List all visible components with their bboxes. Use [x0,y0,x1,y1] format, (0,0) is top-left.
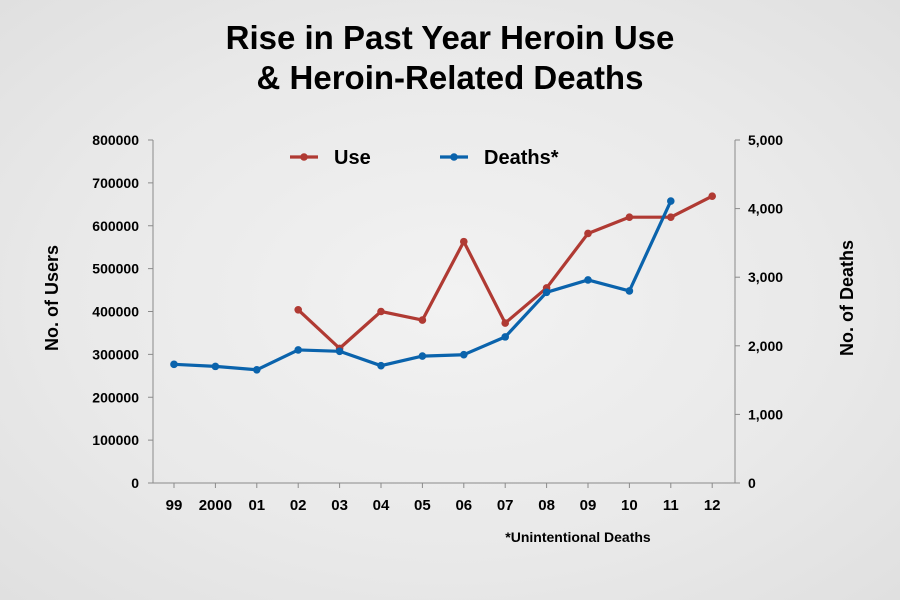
data-point-deaths [294,346,303,354]
legend-label-deaths: Deaths* [484,147,559,169]
x-tick-label: 99 [166,497,183,514]
data-point-deaths [170,360,178,369]
y2-tick-label: 3,000 [748,269,783,285]
y2-tick-label: 4,000 [748,201,783,217]
chart-title-line2: & Heroin-Related Deaths [256,59,644,96]
x-tick-label: 10 [621,497,638,514]
data-point-use [625,213,634,221]
data-point-deaths [542,288,551,297]
legend: Use Deaths* [290,147,559,169]
data-point-deaths [252,366,261,374]
y-tick-label: 300000 [92,346,139,362]
y-tick-label: 100000 [92,432,139,448]
x-tick-label: 08 [538,497,555,514]
y2-tick-label: 1,000 [748,406,783,422]
y-tick-label: 400000 [92,304,139,320]
y2-tick-label: 2,000 [748,338,783,354]
data-point-deaths [625,287,634,295]
axes: 0 100000 200000 300000 400000 500000 600000 700… [92,132,783,514]
data-point-deaths [667,197,675,205]
series-lines [170,192,716,374]
data-point-use [584,229,592,238]
x-tick-label: 2000 [199,497,232,514]
data-point-deaths [377,361,385,370]
y-tick-label: 800000 [92,132,139,148]
data-point-deaths [211,362,220,371]
x-tick-label: 06 [455,497,472,514]
x-tick-label: 03 [331,497,348,514]
legend-marker-deaths [450,153,458,161]
data-point-use [501,319,510,327]
series-line-deaths [173,200,673,372]
chart-title-line1: Rise in Past Year Heroin Use [225,19,675,56]
x-tick-label: 01 [248,497,265,514]
x-tick-label: 05 [414,497,431,514]
data-point-use [460,237,468,246]
y-tick-label: 500000 [92,261,139,277]
data-point-deaths [335,347,344,356]
data-point-deaths [460,350,468,359]
data-point-deaths [501,333,510,341]
data-point-use [418,316,427,324]
x-tick-label: 12 [704,497,721,514]
y-tick-label: 0 [131,475,139,491]
y-axis-label: No. of Users [42,245,62,351]
data-point-use [667,213,675,221]
footnote: *Unintentional Deaths [505,529,651,545]
x-tick-label: 07 [497,497,514,514]
legend-label-use: Use [334,147,371,169]
data-point-deaths [584,276,592,284]
y-tick-label: 200000 [92,389,139,405]
y-tick-label: 700000 [92,175,139,191]
x-tick-label: 04 [373,497,390,514]
chart-title: Rise in Past Year Heroin Use & Heroin-Re… [0,18,900,98]
x-tick-label: 11 [663,497,679,514]
data-point-use [294,305,303,314]
data-point-use [708,192,716,200]
data-point-use [377,307,385,316]
x-tick-label: 09 [580,497,597,514]
legend-marker-use [300,153,308,161]
y2-axis-label: No. of Deaths [837,240,857,356]
y2-tick-label: 5,000 [748,132,783,148]
y2-tick-label: 0 [748,475,756,491]
x-tick-label: 02 [290,497,307,514]
y-tick-label: 600000 [92,218,139,234]
data-point-deaths [418,352,427,360]
